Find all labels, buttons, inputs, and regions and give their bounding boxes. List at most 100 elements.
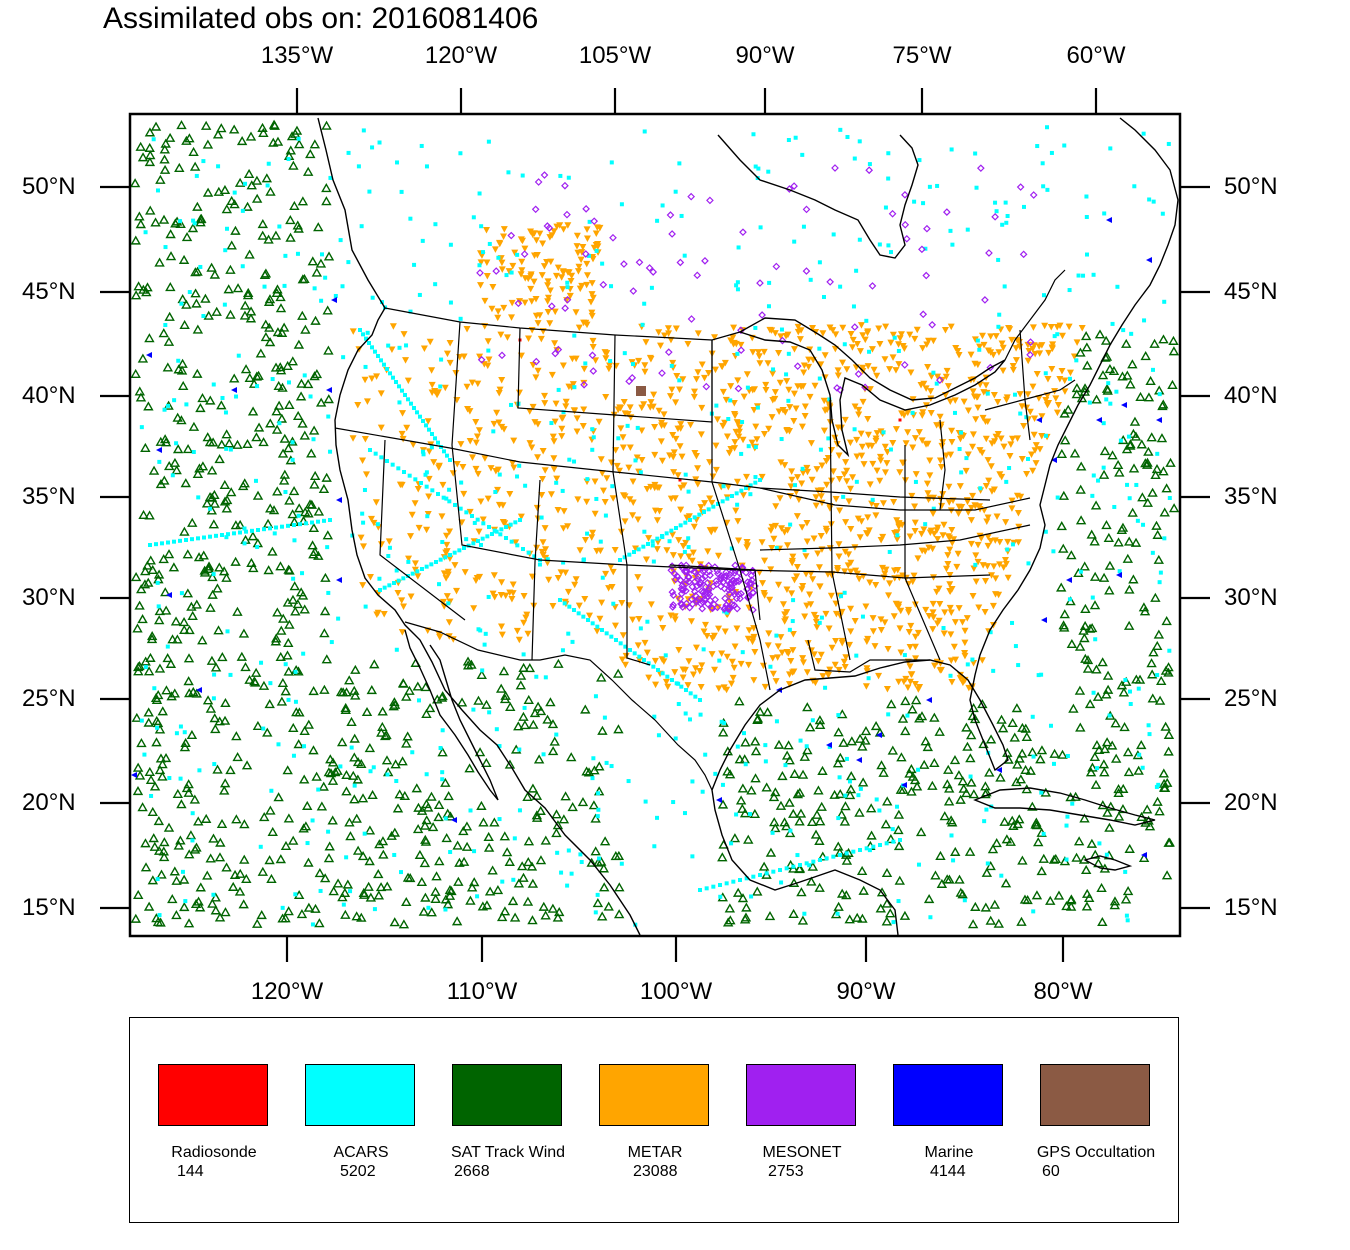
acars-marker <box>187 290 192 295</box>
acars-marker <box>387 583 392 588</box>
metar-marker <box>979 562 987 569</box>
mesonet-marker <box>628 373 637 382</box>
sat-track-wind-marker <box>140 442 151 452</box>
sat-track-wind-marker <box>284 619 295 629</box>
metar-marker <box>881 443 889 451</box>
metar-marker <box>542 554 550 562</box>
metar-marker <box>916 684 924 691</box>
sat-track-wind-marker <box>219 785 230 795</box>
metar-marker <box>477 498 485 505</box>
metar-marker <box>506 589 514 596</box>
sat-track-wind-marker <box>1158 399 1169 409</box>
acars-marker <box>472 520 477 525</box>
sat-track-wind-marker <box>367 789 378 800</box>
metar-marker <box>885 592 893 599</box>
acars-marker <box>228 447 233 452</box>
metar-marker <box>1004 574 1012 582</box>
state-line <box>759 487 1031 511</box>
metar-marker <box>733 625 741 632</box>
acars-marker <box>910 410 915 415</box>
sat-track-wind-marker <box>734 696 745 706</box>
metar-marker <box>687 421 695 429</box>
metar-marker <box>724 483 732 491</box>
acars-marker <box>266 161 271 166</box>
sat-track-wind-marker <box>577 797 589 807</box>
metar-marker <box>911 519 919 527</box>
sat-track-wind-marker <box>310 315 321 325</box>
metar-marker <box>781 529 789 536</box>
acars-marker <box>856 793 861 798</box>
sat-track-wind-marker <box>305 148 316 159</box>
metar-marker <box>538 475 546 483</box>
metar-marker <box>836 507 844 515</box>
acars-marker <box>632 550 636 554</box>
sat-track-wind-marker <box>236 651 248 661</box>
acars-marker <box>867 349 872 354</box>
sat-track-wind-marker <box>216 123 227 133</box>
metar-marker <box>896 625 904 632</box>
sat-track-wind-marker <box>319 628 330 638</box>
sat-track-wind-marker <box>235 868 246 878</box>
acars-marker <box>541 752 546 757</box>
metar-marker <box>734 518 742 525</box>
metar-marker <box>538 548 546 556</box>
metar-marker <box>669 531 677 539</box>
acars-marker <box>569 871 574 876</box>
sat-track-wind-marker <box>283 906 294 916</box>
sat-track-wind-marker <box>1007 717 1018 728</box>
sat-track-wind-marker <box>216 400 227 410</box>
metar-marker <box>658 457 666 465</box>
acars-marker <box>1101 465 1106 470</box>
metar-marker <box>880 574 888 581</box>
metar-marker <box>451 562 459 569</box>
sat-track-wind-marker <box>440 777 451 787</box>
metar-marker <box>951 619 959 626</box>
acars-marker <box>201 159 206 164</box>
metar-marker <box>666 452 674 459</box>
acars-marker <box>583 361 588 366</box>
metar-marker <box>869 615 877 622</box>
metar-marker <box>945 499 953 506</box>
sat-track-wind-marker <box>492 885 504 895</box>
metar-marker <box>528 298 536 305</box>
metar-marker <box>946 604 954 612</box>
metar-marker <box>712 442 720 450</box>
acars-marker <box>424 772 429 777</box>
sat-track-wind-marker <box>231 731 242 741</box>
sat-track-wind-marker <box>339 887 351 897</box>
metar-marker <box>765 425 773 433</box>
metar-marker <box>789 669 797 676</box>
sat-track-wind-marker <box>398 678 409 688</box>
acars-marker <box>438 745 443 750</box>
metar-marker <box>826 666 834 674</box>
sat-track-wind-marker <box>955 887 967 897</box>
sat-track-wind-marker <box>366 684 377 695</box>
metar-marker <box>538 272 546 279</box>
sat-track-wind-marker <box>158 852 170 862</box>
metar-marker <box>1036 446 1044 453</box>
sat-track-wind-marker <box>717 852 728 862</box>
acars-marker <box>660 203 665 208</box>
acars-marker <box>178 538 182 543</box>
sat-track-wind-marker <box>1140 350 1151 361</box>
sat-track-wind-marker <box>1069 448 1081 458</box>
sat-track-wind-marker <box>802 745 813 755</box>
acars-marker <box>800 152 805 157</box>
sat-track-wind-marker <box>1133 765 1144 775</box>
sat-track-wind-marker <box>513 878 525 888</box>
metar-marker <box>890 613 898 620</box>
us-canada-border <box>384 307 741 341</box>
sat-track-wind-marker <box>181 232 193 242</box>
acars-marker <box>1002 284 1007 289</box>
sat-track-wind-marker <box>802 702 813 712</box>
metar-marker <box>698 404 706 412</box>
sat-track-wind-marker <box>137 152 149 162</box>
metar-marker <box>515 389 523 397</box>
sat-track-wind-marker <box>167 634 178 644</box>
acars-marker <box>319 298 324 303</box>
sat-track-wind-marker <box>154 257 165 267</box>
acars-marker <box>1141 522 1146 527</box>
state-line <box>759 524 1031 551</box>
metar-marker <box>638 404 646 412</box>
metar-marker <box>911 601 919 609</box>
